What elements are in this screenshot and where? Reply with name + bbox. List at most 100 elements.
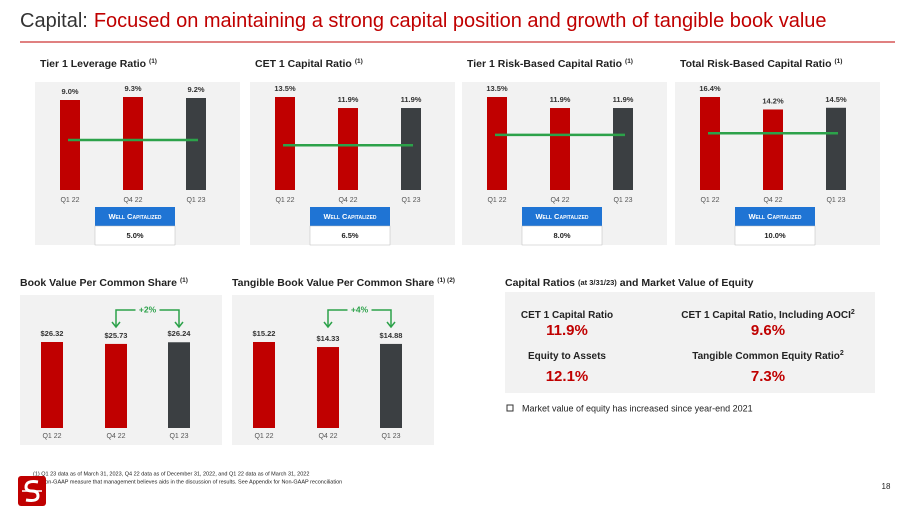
chart-title-note: (1) [180,277,188,284]
bar [168,342,190,428]
ratio-value: 12.1% [546,368,589,385]
category-label: Q4 22 [106,433,125,440]
bar [123,97,143,190]
chart-title: CET 1 Capital Ratio (1) [255,58,363,70]
ratio-label: CET 1 Capital Ratio [521,310,613,321]
threshold-value: 8.0% [553,231,570,240]
category-label: Q4 22 [763,197,782,204]
category-label: Q1 22 [254,433,273,440]
category-label: Q4 22 [550,197,569,204]
annotation: +4% [351,304,369,314]
value-label: 11.9% [613,95,634,104]
bar [186,98,206,190]
header: Capital: Focused on maintaining a strong … [20,10,827,32]
threshold-header [522,207,602,226]
value-label: 14.5% [825,95,847,104]
chart-title-text: Book Value Per Common Share [20,277,177,289]
category-label: Q1 22 [275,197,294,204]
ratio-label: CET 1 Capital Ratio, Including AOCI2 [681,309,855,321]
category-label: Q1 23 [401,197,420,204]
header-label: Capital: [20,10,88,32]
chart-title-text: CET 1 Capital Ratio [255,58,352,70]
bar [401,108,421,190]
value-label: 11.9% [550,95,571,104]
threshold-value-box [94,225,176,246]
threshold-value: 6.5% [341,231,358,240]
bar [253,342,275,428]
category-label: Q1 23 [169,433,188,440]
value-label: 11.9% [401,95,422,104]
threshold-value: 10.0% [764,231,786,240]
chart-title-text: Tangible Book Value Per Common Share [232,277,434,289]
category-label: Q1 22 [487,197,506,204]
value-label: $25.73 [105,331,128,340]
value-label: 13.5% [274,84,296,93]
value-label: $26.24 [168,329,192,338]
chart-title-note: (1) [625,58,633,65]
threshold-header [735,207,815,226]
chart-title: Total Risk-Based Capital Ratio (1) [680,58,842,70]
bar [275,97,295,190]
logo [18,476,46,506]
chart-title-note: (1) (2) [437,277,455,284]
ratios-panel [505,292,875,393]
category-label: Q1 22 [42,433,61,440]
value-label: $15.22 [253,329,276,338]
threshold-value-box [309,225,391,246]
value-label: 9.0% [61,87,78,96]
category-label: Q1 23 [186,197,205,204]
ratio-value: 9.6% [751,322,785,339]
arrow-head [386,321,396,329]
ratios-title: Capital Ratios (at 3/31/23) and Market Val… [505,277,754,289]
bar [41,342,63,428]
arrow-head [111,321,121,329]
bar [763,109,783,190]
ratio-value: 11.9% [546,322,588,339]
ratio-value: 7.3% [751,368,785,385]
value-label: 11.9% [338,95,359,104]
arrow-head [323,321,333,329]
annotation-bg [347,304,372,316]
category-label: Q1 22 [700,197,719,204]
category-label: Q4 22 [123,197,142,204]
category-label: Q1 23 [826,197,845,204]
bar [700,97,720,190]
threshold-value-box [521,225,603,246]
chart-title: Tangible Book Value Per Common Share (1) … [232,277,455,289]
ratio-label-text: CET 1 Capital Ratio, Including AOCI [681,310,851,321]
chart-title-text: Total Risk-Based Capital Ratio [680,58,832,70]
chart-title: Tier 1 Leverage Ratio (1) [40,58,157,70]
value-label: 14.2% [762,96,784,105]
bar [826,107,846,190]
value-label: $26.32 [41,329,64,338]
chart-title: Book Value Per Common Share (1) [20,277,188,289]
chart-title-note: (1) [355,58,363,65]
chart-title-text: Tier 1 Leverage Ratio [40,58,146,70]
bar [487,97,507,190]
threshold-value: 5.0% [126,231,143,240]
threshold-header [95,207,175,226]
ratios-title-note: (at 3/31/23) [578,278,617,287]
chart-title-note: (1) [149,58,157,65]
threshold-label: Well Capitalized [535,212,588,221]
ratios-title-end: and Market Value of Equity [620,277,754,289]
chart-title-note: (1) [835,58,843,65]
chart-title-text: Tier 1 Risk-Based Capital Ratio [467,58,622,70]
bar [550,108,570,190]
value-label: $14.33 [317,334,340,343]
arrow-head [174,321,184,329]
value-label: 13.5% [486,84,508,93]
page-number: 18 [882,482,891,491]
threshold-label: Well Capitalized [108,212,161,221]
threshold-label: Well Capitalized [748,212,801,221]
ratio-label-note: 2 [851,309,855,316]
bullet-marker [506,404,514,412]
header-title: Focused on maintaining a strong capital … [94,10,827,32]
ratios-title-text: Capital Ratios [505,277,575,289]
value-label: $14.88 [380,331,403,340]
ratio-label: Equity to Assets [528,351,606,362]
bar [380,343,402,428]
ratio-label: Tangible Common Equity Ratio2 [692,350,844,362]
bar [338,108,358,190]
